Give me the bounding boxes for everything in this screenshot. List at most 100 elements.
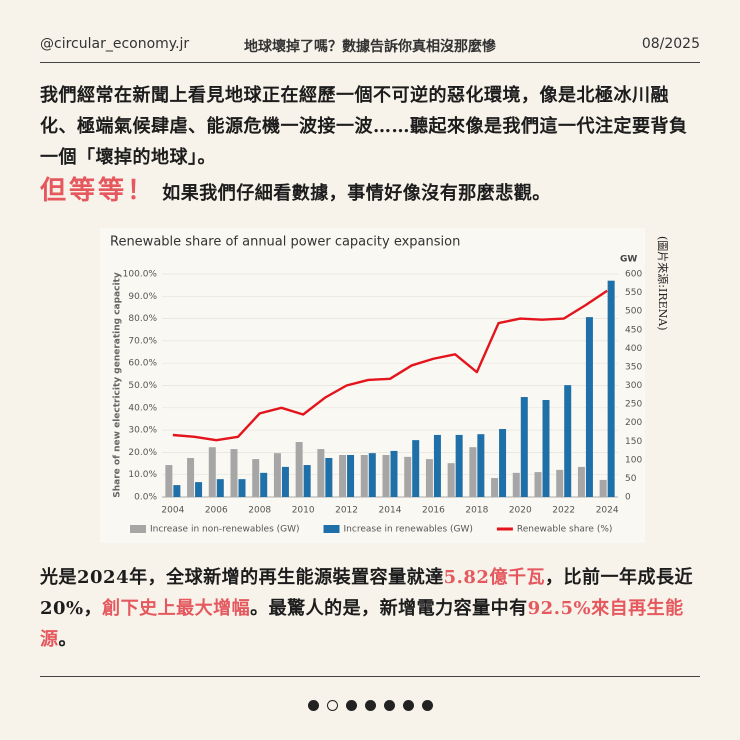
y2-tick-label: 250 (625, 400, 642, 410)
bar (216, 479, 224, 497)
y-tick-label: 40.0% (128, 403, 157, 413)
y-tick-label: 30.0% (128, 426, 157, 436)
x-tick-label: 2022 (552, 506, 575, 516)
bar (195, 482, 203, 497)
bar (585, 317, 593, 497)
bar (534, 472, 542, 497)
y2-tick-label: 450 (625, 325, 642, 335)
bar (499, 428, 507, 497)
text: 。最驚人的是，新增電力容量中有 (250, 598, 528, 619)
intro-paragraph: 我們經常在新聞上看見地球正在經歷一個不可逆的惡化環境，像是北極冰川融化、極端氣候… (40, 85, 688, 168)
bar (295, 441, 303, 497)
post-title: 地球壞掉了嗎？數據告訴你真相沒那麼慘 (244, 39, 496, 55)
bar (187, 457, 195, 497)
bar (238, 479, 246, 497)
y-tick-label: 100.0% (123, 270, 158, 280)
bar (347, 455, 355, 497)
x-tick-label: 2016 (422, 506, 445, 516)
y-tick-label: 20.0% (128, 448, 157, 458)
y2-tick-label: 50 (625, 474, 637, 484)
page-dot (403, 700, 414, 711)
bar (542, 399, 550, 497)
y-tick-label: 60.0% (128, 359, 157, 369)
y2-axis-label: GW (620, 255, 637, 265)
divider (40, 62, 700, 63)
y-tick-label: 10.0% (128, 470, 157, 480)
y-tick-label: 0.0% (134, 493, 157, 503)
y2-tick-label: 550 (625, 288, 642, 298)
callout: 但等等！ 如果我們仔細看數據，事情好像沒有那麼悲觀。 (40, 176, 702, 209)
bar (165, 465, 173, 497)
page-dot-active (327, 700, 338, 711)
x-tick-label: 2018 (465, 506, 488, 516)
bar (577, 466, 585, 497)
x-tick-label: 2008 (248, 506, 271, 516)
y2-tick-label: 150 (625, 437, 642, 447)
text: 光是2024年，全球新增的再生能源裝置容量就達 (40, 567, 444, 588)
y2-tick-label: 600 (625, 270, 642, 280)
y2-tick-label: 500 (625, 307, 642, 317)
bar (281, 466, 289, 497)
y2-tick-label: 300 (625, 381, 642, 391)
bar (368, 453, 376, 497)
account-handle: @circular_economy.jr (40, 36, 190, 52)
bar (412, 440, 420, 497)
bar (339, 455, 347, 497)
image-source: (圖片來源:IRENA) (656, 236, 670, 331)
legend-label: Increase in renewables (GW) (344, 525, 473, 535)
page-dot (384, 700, 395, 711)
post-date: 08/2025 (641, 36, 700, 52)
page-dot (365, 700, 376, 711)
bar (404, 456, 412, 497)
legend-label: Increase in non-renewables (GW) (150, 525, 300, 535)
highlight-text: 創下史上最大增幅 (102, 598, 251, 619)
y-tick-label: 50.0% (128, 381, 157, 391)
y2-tick-label: 200 (625, 418, 642, 428)
legend-swatch (323, 525, 340, 533)
text: 。 (58, 629, 77, 650)
y2-tick-label: 0 (625, 493, 631, 503)
y-tick-label: 80.0% (128, 314, 157, 324)
x-tick-label: 2012 (335, 506, 358, 516)
highlight-text: 92.5%來自再生能源 (40, 598, 684, 650)
bar (564, 385, 572, 497)
bar (455, 434, 463, 497)
x-tick-label: 2020 (509, 506, 532, 516)
line (172, 289, 608, 442)
bar (273, 453, 281, 497)
page-dot (346, 700, 357, 711)
chart: Renewable share of annual power capacity… (100, 228, 670, 543)
text: ，比前一年成長近20%， (40, 567, 693, 619)
bar (252, 459, 260, 497)
x-tick-label: 2010 (292, 506, 315, 516)
y2-tick-label: 350 (625, 362, 642, 372)
bar (447, 463, 455, 497)
bar (230, 449, 238, 497)
bar (382, 455, 390, 497)
x-tick-label: 2004 (161, 506, 184, 516)
bar (390, 450, 398, 497)
y-axis-label: Share of new electricity generating capa… (113, 272, 123, 498)
bar (556, 469, 564, 497)
bar (491, 478, 499, 497)
bar (317, 449, 325, 497)
bar (599, 479, 607, 497)
callout-highlight: 但等等！ (40, 176, 157, 206)
bar (607, 280, 615, 497)
highlight-text: 5.82億千瓦 (443, 567, 545, 588)
bar (425, 459, 433, 497)
page-dot (308, 700, 319, 711)
callout-text: 如果我們仔細看數據，事情好像沒有那麼悲觀。 (162, 183, 551, 204)
bar (520, 397, 528, 497)
bar (469, 447, 477, 497)
x-tick-label: 2014 (379, 506, 402, 516)
y-tick-label: 90.0% (128, 292, 157, 302)
bar (173, 485, 181, 497)
x-tick-label: 2006 (205, 506, 228, 516)
bar (303, 465, 311, 497)
divider (40, 676, 700, 677)
bar (512, 472, 520, 497)
bar (477, 434, 485, 497)
bar (260, 472, 268, 497)
bar (325, 457, 333, 497)
